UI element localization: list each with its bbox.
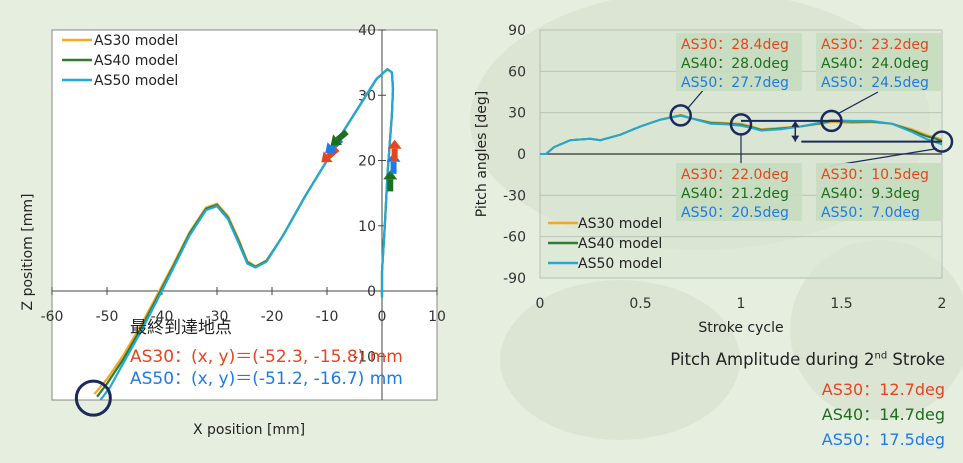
right-x-tick-label: 2 xyxy=(938,296,947,312)
right-y-tick-label: 30 xyxy=(508,106,526,122)
value-box-line: AS40：28.0deg xyxy=(681,56,789,72)
amplitude-as40: AS40：14.7deg xyxy=(821,405,945,424)
final-point-title: 最終到達地点 xyxy=(130,318,232,338)
as30-final-text: AS30：(x, y)＝(-52.3, -15.8) mm xyxy=(130,347,403,367)
left-y-tick-label: 0 xyxy=(367,284,376,300)
left-x-tick-label: 0 xyxy=(378,309,387,325)
arrow-shaft xyxy=(391,148,398,161)
right-y-tick-label: -30 xyxy=(503,188,526,204)
value-box-line: AS50：27.7deg xyxy=(681,75,789,91)
left-x-tick-label: -10 xyxy=(316,309,339,325)
arrow-head xyxy=(387,139,402,149)
left-x-tick-label: -50 xyxy=(96,309,119,325)
arrow-shaft xyxy=(387,179,394,192)
as50-final-text: AS50：(x, y)＝(-51.2, -16.7) mm xyxy=(130,369,403,389)
value-box-line: AS30：22.0deg xyxy=(681,167,789,183)
right-x-axis-label: Stroke cycle xyxy=(698,320,783,336)
value-box xyxy=(816,33,942,91)
left-x-tick-label: -40 xyxy=(151,309,174,325)
left-y-tick-label: 40 xyxy=(358,23,376,39)
arrow-head xyxy=(321,151,333,163)
left-legend-label: AS50 model xyxy=(94,73,178,89)
right-y-tick-label: -60 xyxy=(503,230,526,246)
left-x-axis-label: X position [mm] xyxy=(193,422,306,438)
right-legend-label: AS30 model xyxy=(578,216,662,232)
right-x-tick-label: 1.5 xyxy=(830,296,852,312)
arrow-head xyxy=(325,142,337,154)
amplitude-as50: AS50：17.5deg xyxy=(821,430,945,449)
left-legend-label: AS40 model xyxy=(94,53,178,69)
arrow-shaft xyxy=(390,161,397,174)
value-box xyxy=(816,163,942,221)
peak-circle xyxy=(669,104,692,127)
direction-arrow xyxy=(387,139,402,161)
right-y-tick-label: 0 xyxy=(517,147,526,163)
right-chart: -90 -60 -30 0 30 60 90 0 0.5 1 1.5 2 Pitch angles [d… xyxy=(474,23,954,336)
callout-line xyxy=(687,87,706,109)
left-plot-area xyxy=(51,29,438,401)
value-box-line: AS40：21.2deg xyxy=(681,186,789,202)
left-x-tick-label: -30 xyxy=(206,309,229,325)
value-box-line: AS40：9.3deg xyxy=(821,186,920,202)
left-y-axis-label: Z positiom [mm] xyxy=(20,194,36,311)
left-series-line xyxy=(99,67,395,401)
as30-final-label: AS30：(x, y)＝(-52.3, -15.8) mm xyxy=(130,342,403,367)
left-y-tick-label: 20 xyxy=(358,154,376,170)
right-y-tick-label: 90 xyxy=(508,23,526,39)
right-y-tick-label: 60 xyxy=(508,64,526,80)
amplitude-title-end: Stroke xyxy=(887,350,945,369)
right-y-axis-label: Pitch angles [deg] xyxy=(474,91,490,217)
value-box xyxy=(676,33,802,91)
value-box xyxy=(676,163,802,221)
arrow-head xyxy=(330,134,343,146)
value-box-line: AS30：23.2deg xyxy=(821,37,929,53)
amplitude-arrow-head xyxy=(791,135,800,142)
right-legend-label: AS40 model xyxy=(578,236,662,252)
right-y-tick-label: -90 xyxy=(503,271,526,287)
final-point-circle xyxy=(74,379,112,417)
direction-arrow xyxy=(383,170,398,192)
right-x-tick-label: 1 xyxy=(737,296,746,312)
value-box-line: AS30：28.4deg xyxy=(681,37,789,53)
amplitude-title-sup: nd xyxy=(874,350,888,362)
value-box-line: AS50：20.5deg xyxy=(681,205,789,221)
amplitude-title: Pitch Amplitude during 2nd Stroke xyxy=(670,350,945,369)
right-series-line xyxy=(540,114,943,155)
left-x-tick-label: -60 xyxy=(41,309,64,325)
callout-line xyxy=(837,91,879,115)
amplitude-as30: AS30：12.7deg xyxy=(821,380,945,399)
left-x-tick-label: 10 xyxy=(428,309,446,325)
left-y-tick-label: -10 xyxy=(353,349,376,365)
arrow-shaft xyxy=(335,129,349,142)
amplitude-title-text: Pitch Amplitude during 2 xyxy=(670,350,875,369)
value-box-line: AS50：7.0deg xyxy=(821,205,920,221)
value-box-line: AS50：24.5deg xyxy=(821,75,929,91)
direction-arrow xyxy=(330,129,349,146)
amplitude-arrow-head xyxy=(791,120,800,127)
right-x-tick-label: 0.5 xyxy=(629,296,651,312)
value-box-line: AS40：24.0deg xyxy=(821,56,929,72)
left-x-tick-label: -20 xyxy=(261,309,284,325)
left-y-tick-label: 10 xyxy=(358,219,376,235)
right-legend-label: AS50 model xyxy=(578,256,662,272)
amplitude-list: AS30：12.7deg AS40：14.7deg AS50：17.5deg xyxy=(822,377,945,452)
left-legend-label: AS30 model xyxy=(94,33,178,49)
value-box-line: AS30：10.5deg xyxy=(821,167,929,183)
right-x-tick-label: 0 xyxy=(536,296,545,312)
arrow-head xyxy=(383,170,398,180)
as50-final-label: AS50：(x, y)＝(-51.2, -16.7) mm xyxy=(130,364,403,389)
